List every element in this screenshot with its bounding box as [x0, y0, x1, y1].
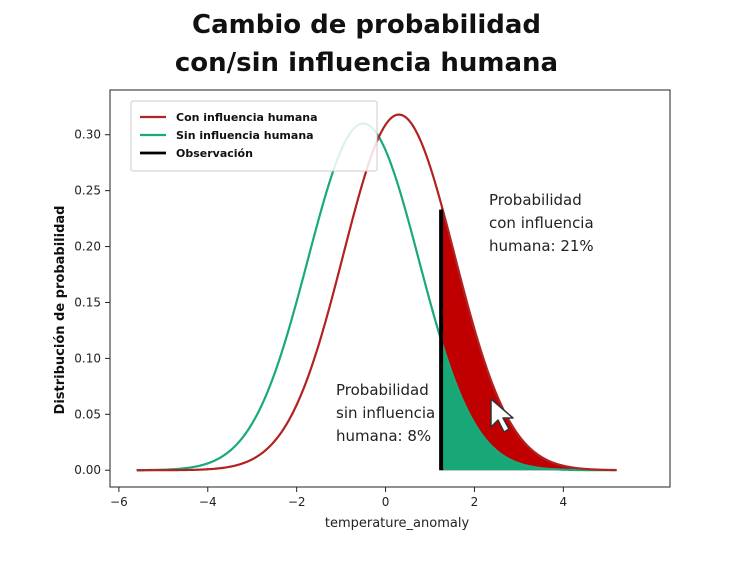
annotation-con-line-1: Probabilidad [489, 191, 582, 209]
annotation-con: Probabilidad con influencia humana: 21% [489, 191, 594, 255]
annotation-con-line-3: humana: 21% [489, 237, 594, 255]
fill-con-probability [441, 203, 617, 471]
x-tick-label: 2 [471, 495, 479, 509]
y-tick-label: 0.30 [74, 128, 101, 142]
x-axis-ticks: −6 −4 −2 0 2 4 [110, 487, 567, 509]
annotation-sin-line-1: Probabilidad [336, 381, 429, 399]
x-tick-label: 0 [382, 495, 390, 509]
legend-label-observation: Observación [176, 147, 253, 160]
legend-label-sin: Sin influencia humana [176, 129, 314, 142]
y-tick-label: 0.20 [74, 240, 101, 254]
y-tick-label: 0.10 [74, 351, 101, 365]
chart-title: Cambio de probabilidad con/sin influenci… [0, 6, 733, 82]
chart-title-line-2: con/sin influencia humana [174, 48, 559, 78]
x-tick-label: −4 [199, 495, 217, 509]
y-axis-title: Distribución de probabilidad [53, 206, 68, 415]
y-tick-label: 0.05 [74, 407, 101, 421]
y-tick-label: 0.25 [74, 184, 101, 198]
legend: Con influencia humana Sin influencia hum… [130, 100, 378, 172]
fill-sin-probability [441, 340, 617, 471]
cursor-arrow-icon [490, 398, 514, 433]
annotation-sin-line-3: humana: 8% [336, 427, 431, 445]
chart-title-line-1: Cambio de probabilidad [191, 10, 542, 40]
x-axis-title: temperature_anomaly [325, 516, 470, 531]
legend-label-con: Con influencia humana [176, 111, 318, 124]
x-tick-label: −6 [110, 495, 128, 509]
y-tick-label: 0.00 [74, 463, 101, 477]
annotation-sin: Probabilidad sin influencia humana: 8% [336, 381, 435, 445]
probability-fills [441, 203, 617, 471]
annotation-con-line-2: con influencia [489, 214, 594, 232]
x-tick-label: 4 [560, 495, 568, 509]
annotation-sin-line-2: sin influencia [336, 404, 435, 422]
legend-box [130, 100, 378, 172]
plot-area-frame [109, 89, 671, 488]
x-tick-label: −2 [288, 495, 306, 509]
y-axis-ticks: 0.00 0.05 0.10 0.15 0.20 0.25 0.30 [74, 128, 110, 477]
y-tick-label: 0.15 [74, 295, 101, 309]
